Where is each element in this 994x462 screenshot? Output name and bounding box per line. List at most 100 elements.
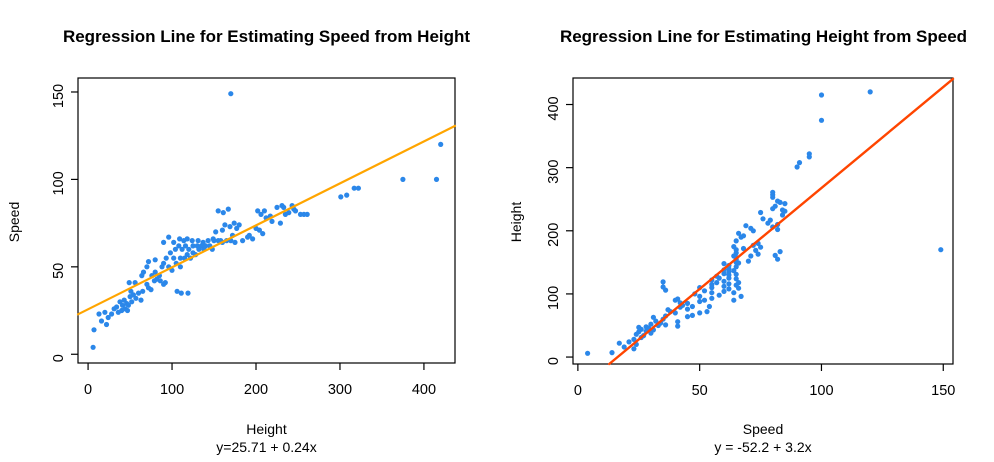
- right-plot-title: Regression Line for Estimating Height fr…: [559, 27, 968, 46]
- y-tick-label: 300: [546, 160, 562, 184]
- data-point: [163, 255, 169, 261]
- data-point: [736, 230, 742, 236]
- data-point: [166, 234, 172, 240]
- data-point: [806, 151, 812, 157]
- data-point: [743, 223, 749, 229]
- data-point: [260, 231, 266, 237]
- data-point: [697, 293, 703, 299]
- data-point: [171, 239, 177, 245]
- x-tick-label: 150: [931, 383, 955, 399]
- data-point: [709, 290, 715, 296]
- data-point: [152, 257, 158, 263]
- data-point: [701, 297, 708, 303]
- data-point: [740, 245, 747, 252]
- y-tick-label: 150: [51, 84, 67, 108]
- data-point: [227, 224, 233, 230]
- data-point: [133, 295, 139, 301]
- data-point: [171, 255, 177, 261]
- data-point: [433, 176, 440, 182]
- data-point: [261, 208, 267, 214]
- y-tick-label: 50: [51, 263, 67, 279]
- data-point: [177, 264, 183, 270]
- x-tick-label: 100: [160, 382, 184, 398]
- data-point: [697, 298, 703, 305]
- data-point: [653, 318, 659, 324]
- data-point: [770, 189, 776, 195]
- data-point: [643, 324, 649, 330]
- data-point: [185, 290, 191, 296]
- data-point: [731, 268, 737, 274]
- data-point: [246, 232, 252, 238]
- y-tick-label: 0: [546, 357, 562, 365]
- right-regression-equation: y = -52.2 + 3.2x: [714, 439, 812, 455]
- left-y-axis-label: Speed: [6, 201, 22, 243]
- right-x-axis-label: Speed: [742, 421, 784, 437]
- y-tick-label: 100: [51, 171, 67, 195]
- data-point: [96, 311, 102, 317]
- data-point: [660, 284, 666, 290]
- y-tick-label: 100: [546, 286, 562, 310]
- data-point: [148, 287, 154, 293]
- data-point: [775, 256, 781, 262]
- data-point: [140, 288, 146, 294]
- data-point: [721, 271, 727, 277]
- data-point: [733, 264, 739, 270]
- data-point: [205, 238, 211, 244]
- data-point: [438, 141, 444, 147]
- data-point: [616, 340, 622, 346]
- plot-box: [77, 77, 456, 364]
- data-point: [665, 307, 671, 313]
- data-point: [779, 212, 786, 218]
- data-point: [203, 243, 209, 249]
- data-point: [709, 295, 715, 301]
- data-point: [225, 206, 231, 212]
- data-point: [182, 243, 189, 249]
- data-point: [292, 208, 299, 214]
- data-point: [704, 309, 710, 315]
- data-point: [400, 176, 406, 182]
- data-point: [731, 244, 737, 250]
- data-point: [709, 281, 715, 288]
- data-point: [184, 252, 190, 258]
- data-point: [161, 239, 167, 245]
- data-point: [258, 211, 264, 217]
- y-tick-label: 400: [546, 96, 562, 120]
- data-point: [177, 236, 183, 242]
- data-point: [222, 222, 228, 228]
- data-point: [736, 280, 742, 286]
- data-point: [675, 323, 681, 329]
- data-point: [129, 299, 135, 305]
- data-point: [213, 229, 219, 235]
- data-point: [281, 204, 287, 210]
- data-point: [663, 322, 669, 328]
- data-point: [355, 185, 361, 191]
- data-point: [721, 278, 727, 284]
- data-point: [794, 164, 800, 170]
- data-point: [777, 249, 783, 255]
- data-point: [286, 210, 292, 216]
- data-point: [174, 288, 180, 294]
- data-point: [256, 227, 262, 233]
- data-point: [748, 225, 754, 231]
- left-regression-equation: y=25.71 + 0.24x: [216, 439, 317, 455]
- data-point: [631, 346, 637, 352]
- data-point: [304, 211, 310, 217]
- data-point: [236, 222, 242, 228]
- data-point: [775, 226, 781, 233]
- data-point: [250, 236, 256, 242]
- data-point: [195, 238, 201, 244]
- data-point: [105, 314, 111, 321]
- data-point: [109, 311, 115, 317]
- data-point: [124, 307, 131, 314]
- data-point: [190, 243, 196, 249]
- data-point: [172, 246, 178, 252]
- data-point: [140, 269, 147, 275]
- data-point: [126, 280, 132, 286]
- data-point: [102, 309, 108, 315]
- data-point: [740, 233, 747, 239]
- data-point: [714, 280, 720, 286]
- data-point: [114, 304, 120, 310]
- y-tick-label: 200: [546, 223, 562, 247]
- data-point: [650, 314, 657, 320]
